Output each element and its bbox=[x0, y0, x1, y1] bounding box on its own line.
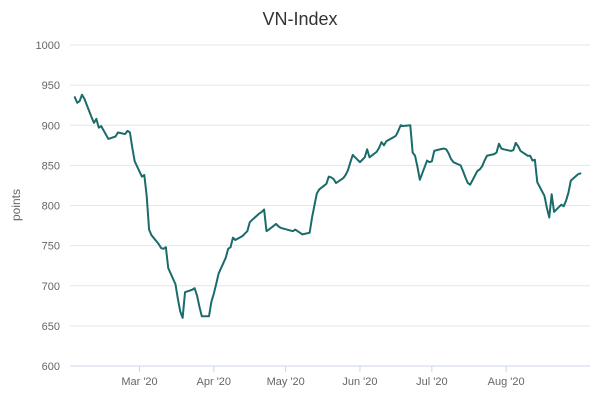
x-axis: Mar '20 Apr '20 May '20 Jun '20 Jul '20 Aug '… bbox=[70, 365, 590, 388]
y-axis-label: points bbox=[9, 189, 23, 221]
y-tick-label: 800 bbox=[42, 201, 60, 213]
y-axis-ticks: 1000 950 900 850 800 750 700 650 600 bbox=[36, 40, 60, 373]
y-tick-label: 650 bbox=[42, 321, 60, 333]
chart-title: VN-Index bbox=[262, 9, 337, 29]
y-tick-label: 900 bbox=[42, 120, 60, 132]
y-tick-label: 700 bbox=[42, 281, 60, 293]
y-tick-label: 950 bbox=[42, 80, 60, 92]
x-tick-label: Apr '20 bbox=[197, 376, 232, 388]
x-tick-label: Mar '20 bbox=[121, 376, 157, 388]
y-tick-label: 850 bbox=[42, 160, 60, 172]
x-tick-label: Jun '20 bbox=[342, 376, 377, 388]
y-tick-label: 1000 bbox=[36, 40, 60, 52]
series-line bbox=[73, 93, 582, 319]
x-tick-label: Jul '20 bbox=[416, 376, 447, 388]
x-tick-label: Aug '20 bbox=[488, 376, 525, 388]
x-tick-label: May '20 bbox=[267, 376, 305, 388]
gridlines bbox=[70, 44, 590, 327]
y-tick-label: 600 bbox=[42, 361, 60, 373]
series-group bbox=[73, 93, 582, 319]
y-tick-label: 750 bbox=[42, 241, 60, 253]
